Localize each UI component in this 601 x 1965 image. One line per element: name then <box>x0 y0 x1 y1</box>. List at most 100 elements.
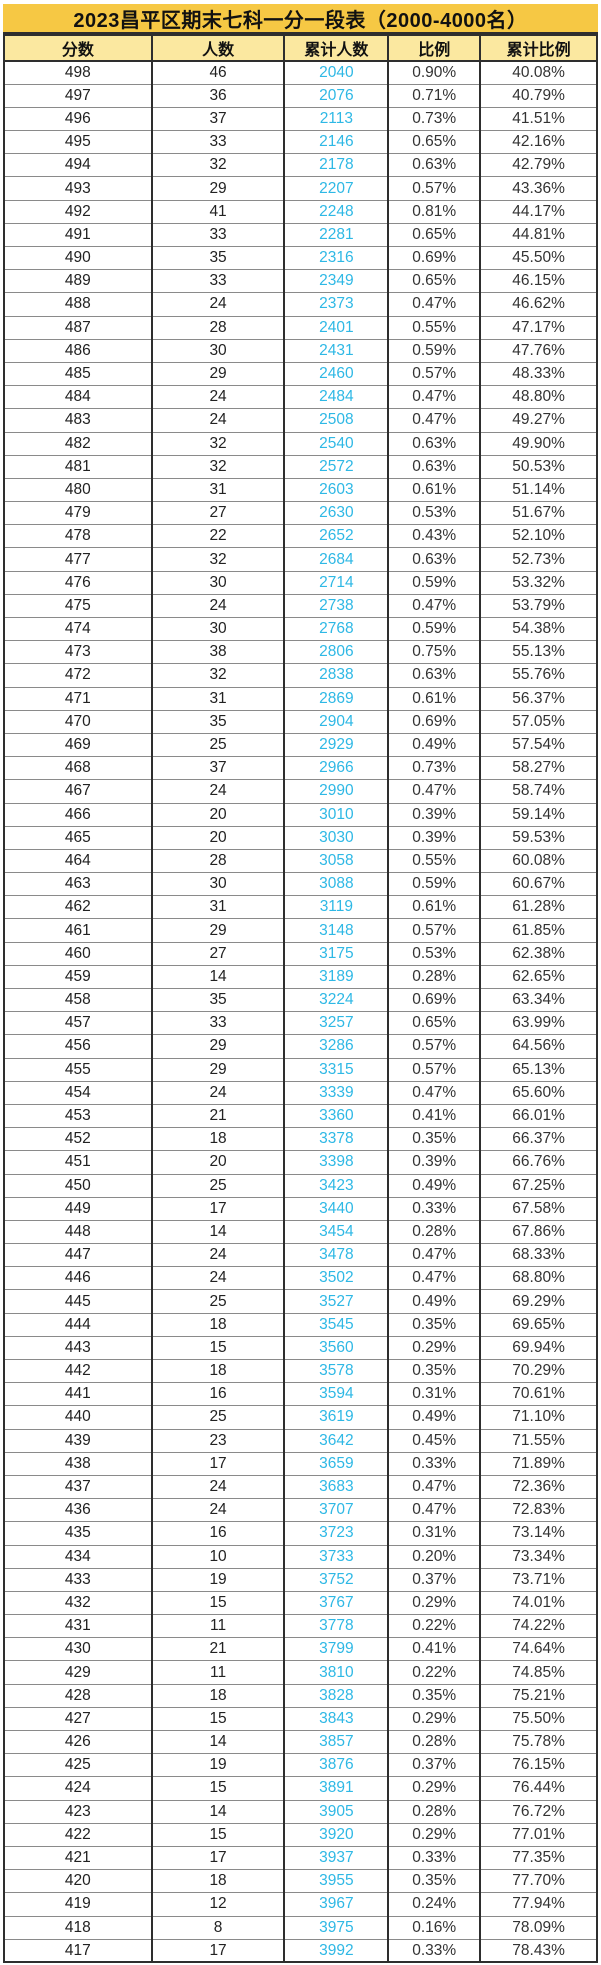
table-row: 489 33 2349 0.65% 46.15% <box>4 269 597 294</box>
cumulative-count-cell: 3723 <box>283 1521 389 1546</box>
table-row: 470 35 2904 0.69% 57.05% <box>4 710 597 734</box>
count-cell: 28 <box>150 849 285 874</box>
score-cell: 484 <box>4 385 152 410</box>
cumulative-ratio-cell: 60.67% <box>479 872 597 897</box>
cumulative-count-cell: 2929 <box>283 733 389 758</box>
ratio-cell: 0.28% <box>387 1220 481 1245</box>
ratio-cell: 0.33% <box>387 1197 481 1221</box>
score-cell: 472 <box>4 663 152 688</box>
cumulative-ratio-cell: 69.94% <box>479 1336 597 1361</box>
table-row: 418 8 3975 0.16% 78.09% <box>4 1916 597 1940</box>
table-row: 478 22 2652 0.43% 52.10% <box>4 524 597 549</box>
table-row: 421 17 3937 0.33% 77.35% <box>4 1846 597 1871</box>
table-row: 446 24 3502 0.47% 68.80% <box>4 1266 597 1291</box>
ratio-cell: 0.65% <box>387 130 481 155</box>
cumulative-ratio-cell: 44.81% <box>479 223 597 248</box>
cumulative-count-cell: 2684 <box>283 547 389 572</box>
ratio-cell: 0.47% <box>387 292 481 317</box>
cumulative-ratio-cell: 51.67% <box>479 501 597 526</box>
score-cell: 476 <box>4 571 152 595</box>
table-row: 491 33 2281 0.65% 44.81% <box>4 223 597 248</box>
score-cell: 422 <box>4 1823 152 1847</box>
ratio-cell: 0.63% <box>387 153 481 178</box>
cumulative-ratio-cell: 47.76% <box>479 339 597 363</box>
ratio-cell: 0.20% <box>387 1545 481 1569</box>
cumulative-count-cell: 3030 <box>283 826 389 850</box>
ratio-cell: 0.65% <box>387 1011 481 1036</box>
table-row: 457 33 3257 0.65% 63.99% <box>4 1011 597 1036</box>
cumulative-ratio-cell: 78.09% <box>479 1916 597 1940</box>
table-row: 480 31 2603 0.61% 51.14% <box>4 478 597 503</box>
cumulative-count-cell: 2484 <box>283 385 389 410</box>
col-header-count: 人数 <box>150 35 285 62</box>
score-cell: 419 <box>4 1892 152 1917</box>
count-cell: 33 <box>150 130 285 155</box>
cumulative-count-cell: 2113 <box>283 107 389 132</box>
count-cell: 20 <box>150 1150 285 1175</box>
count-cell: 29 <box>150 918 285 943</box>
cumulative-ratio-cell: 73.14% <box>479 1521 597 1546</box>
score-cell: 461 <box>4 918 152 943</box>
count-cell: 29 <box>150 362 285 387</box>
cumulative-count-cell: 3578 <box>283 1359 389 1384</box>
cumulative-ratio-cell: 60.08% <box>479 849 597 874</box>
table-row: 427 15 3843 0.29% 75.50% <box>4 1707 597 1732</box>
cumulative-count-cell: 2838 <box>283 663 389 688</box>
cumulative-count-cell: 3778 <box>283 1614 389 1639</box>
count-cell: 30 <box>150 571 285 595</box>
score-cell: 430 <box>4 1637 152 1662</box>
count-cell: 15 <box>150 1707 285 1732</box>
table-row: 462 31 3119 0.61% 61.28% <box>4 895 597 920</box>
table-row: 437 24 3683 0.47% 72.36% <box>4 1475 597 1500</box>
score-cell: 468 <box>4 756 152 781</box>
cumulative-ratio-cell: 70.29% <box>479 1359 597 1384</box>
cumulative-count-cell: 2966 <box>283 756 389 781</box>
cumulative-ratio-cell: 71.55% <box>479 1429 597 1453</box>
table-row: 481 32 2572 0.63% 50.53% <box>4 455 597 479</box>
col-header-cumulative-count: 累计人数 <box>283 35 389 62</box>
ratio-cell: 0.29% <box>387 1823 481 1847</box>
table-row: 417 17 3992 0.33% 78.43% <box>4 1939 597 1963</box>
table-row: 433 19 3752 0.37% 73.71% <box>4 1568 597 1592</box>
score-cell: 465 <box>4 826 152 850</box>
table-row: 482 32 2540 0.63% 49.90% <box>4 432 597 456</box>
count-cell: 14 <box>150 1800 285 1824</box>
table-row: 496 37 2113 0.73% 41.51% <box>4 107 597 132</box>
cumulative-count-cell: 2178 <box>283 153 389 178</box>
ratio-cell: 0.24% <box>387 1892 481 1917</box>
count-cell: 31 <box>150 895 285 920</box>
score-cell: 493 <box>4 176 152 201</box>
cumulative-ratio-cell: 77.94% <box>479 1892 597 1917</box>
cumulative-ratio-cell: 49.90% <box>479 432 597 456</box>
table-row: 423 14 3905 0.28% 76.72% <box>4 1800 597 1824</box>
ratio-cell: 0.49% <box>387 733 481 758</box>
ratio-cell: 0.47% <box>387 1266 481 1291</box>
cumulative-count-cell: 3594 <box>283 1382 389 1407</box>
cumulative-count-cell: 3683 <box>283 1475 389 1500</box>
table-row: 464 28 3058 0.55% 60.08% <box>4 849 597 874</box>
count-cell: 12 <box>150 1892 285 1917</box>
cumulative-count-cell: 3707 <box>283 1498 389 1523</box>
ratio-cell: 0.57% <box>387 362 481 387</box>
ratio-cell: 0.71% <box>387 84 481 108</box>
table-row: 468 37 2966 0.73% 58.27% <box>4 756 597 781</box>
table-row: 425 19 3876 0.37% 76.15% <box>4 1753 597 1778</box>
cumulative-ratio-cell: 70.61% <box>479 1382 597 1407</box>
cumulative-count-cell: 3828 <box>283 1684 389 1708</box>
table-row: 488 24 2373 0.47% 46.62% <box>4 292 597 317</box>
ratio-cell: 0.35% <box>387 1359 481 1384</box>
cumulative-count-cell: 3967 <box>283 1892 389 1917</box>
count-cell: 20 <box>150 803 285 827</box>
score-cell: 432 <box>4 1591 152 1616</box>
table-row: 444 18 3545 0.35% 69.65% <box>4 1313 597 1337</box>
cumulative-count-cell: 3224 <box>283 988 389 1013</box>
score-cell: 483 <box>4 408 152 433</box>
count-cell: 19 <box>150 1568 285 1592</box>
cumulative-ratio-cell: 48.80% <box>479 385 597 410</box>
ratio-cell: 0.39% <box>387 826 481 850</box>
table-row: 438 17 3659 0.33% 71.89% <box>4 1452 597 1476</box>
ratio-cell: 0.28% <box>387 1730 481 1755</box>
cumulative-ratio-cell: 67.25% <box>479 1174 597 1198</box>
score-cell: 498 <box>4 61 152 85</box>
table-row: 494 32 2178 0.63% 42.79% <box>4 153 597 178</box>
